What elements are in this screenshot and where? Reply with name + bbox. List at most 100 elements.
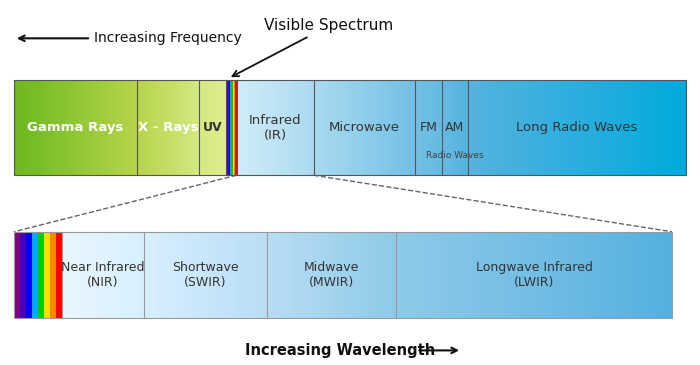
Bar xyxy=(60,80,62,175)
Bar xyxy=(458,232,463,318)
Bar xyxy=(186,232,188,318)
Bar xyxy=(103,80,105,175)
Bar xyxy=(211,80,212,175)
Bar xyxy=(298,80,299,175)
Bar xyxy=(68,232,69,318)
Bar xyxy=(218,80,219,175)
Bar xyxy=(430,232,435,318)
Bar xyxy=(462,232,466,318)
Bar xyxy=(390,232,392,318)
Bar xyxy=(434,80,435,175)
Bar xyxy=(92,232,95,318)
Bar xyxy=(72,232,74,318)
Bar xyxy=(382,80,384,175)
Bar xyxy=(276,80,278,175)
Bar xyxy=(466,80,467,175)
Bar xyxy=(354,232,356,318)
Bar xyxy=(593,232,597,318)
Bar xyxy=(382,232,384,318)
Bar xyxy=(120,232,121,318)
Bar xyxy=(14,232,21,318)
Bar xyxy=(144,232,145,318)
Bar xyxy=(431,80,432,175)
Bar xyxy=(129,80,131,175)
Bar xyxy=(84,232,86,318)
Bar xyxy=(453,80,454,175)
Bar xyxy=(433,80,434,175)
Bar xyxy=(186,80,187,175)
Bar xyxy=(603,232,607,318)
Bar xyxy=(360,80,363,175)
Bar xyxy=(309,80,311,175)
Bar xyxy=(332,80,335,175)
Bar xyxy=(454,80,455,175)
Bar xyxy=(555,80,559,175)
Text: Visible Spectrum: Visible Spectrum xyxy=(232,18,393,76)
Bar xyxy=(158,80,159,175)
Bar xyxy=(250,80,252,175)
Bar xyxy=(215,80,216,175)
Bar xyxy=(419,80,420,175)
Bar xyxy=(166,80,167,175)
Bar xyxy=(410,232,414,318)
Bar xyxy=(168,80,169,175)
Bar xyxy=(467,80,468,175)
Bar xyxy=(572,80,575,175)
Bar xyxy=(125,232,126,318)
Bar xyxy=(227,232,229,318)
Bar xyxy=(204,80,205,175)
Bar xyxy=(358,80,360,175)
Bar xyxy=(417,80,419,175)
Bar xyxy=(305,80,307,175)
Bar xyxy=(415,80,416,175)
Bar xyxy=(179,80,181,175)
Bar xyxy=(629,80,632,175)
Bar xyxy=(419,80,421,175)
Bar xyxy=(418,80,419,175)
Bar xyxy=(299,232,302,318)
Bar xyxy=(433,80,434,175)
Bar xyxy=(247,232,249,318)
Bar xyxy=(273,80,275,175)
Bar xyxy=(580,80,583,175)
Bar xyxy=(23,80,25,175)
Bar xyxy=(283,80,284,175)
Bar xyxy=(202,232,204,318)
Bar xyxy=(160,80,162,175)
Bar xyxy=(291,232,293,318)
Bar xyxy=(182,80,183,175)
Bar xyxy=(109,232,111,318)
Bar xyxy=(604,80,608,175)
Bar xyxy=(69,80,71,175)
Bar xyxy=(216,80,218,175)
Bar xyxy=(501,80,505,175)
Bar xyxy=(420,80,421,175)
Bar xyxy=(484,80,488,175)
Bar xyxy=(221,80,223,175)
Bar xyxy=(267,232,269,318)
Bar xyxy=(226,80,228,175)
Bar xyxy=(183,80,184,175)
Bar xyxy=(213,232,216,318)
Bar xyxy=(421,80,422,175)
Bar xyxy=(428,80,429,175)
Bar xyxy=(620,232,624,318)
Bar xyxy=(55,80,57,175)
Bar xyxy=(167,232,169,318)
Bar xyxy=(464,80,466,175)
Bar xyxy=(314,80,316,175)
Bar xyxy=(217,80,218,175)
Bar xyxy=(95,80,97,175)
Bar xyxy=(360,232,363,318)
Text: Increasing Wavelength: Increasing Wavelength xyxy=(245,343,435,358)
Bar xyxy=(564,80,567,175)
Bar xyxy=(356,232,358,318)
Bar xyxy=(594,80,597,175)
Bar xyxy=(270,80,271,175)
Bar xyxy=(300,80,302,175)
Bar xyxy=(242,80,244,175)
Bar xyxy=(384,232,386,318)
Bar xyxy=(651,232,655,318)
Bar xyxy=(202,80,204,175)
Bar xyxy=(610,232,614,318)
